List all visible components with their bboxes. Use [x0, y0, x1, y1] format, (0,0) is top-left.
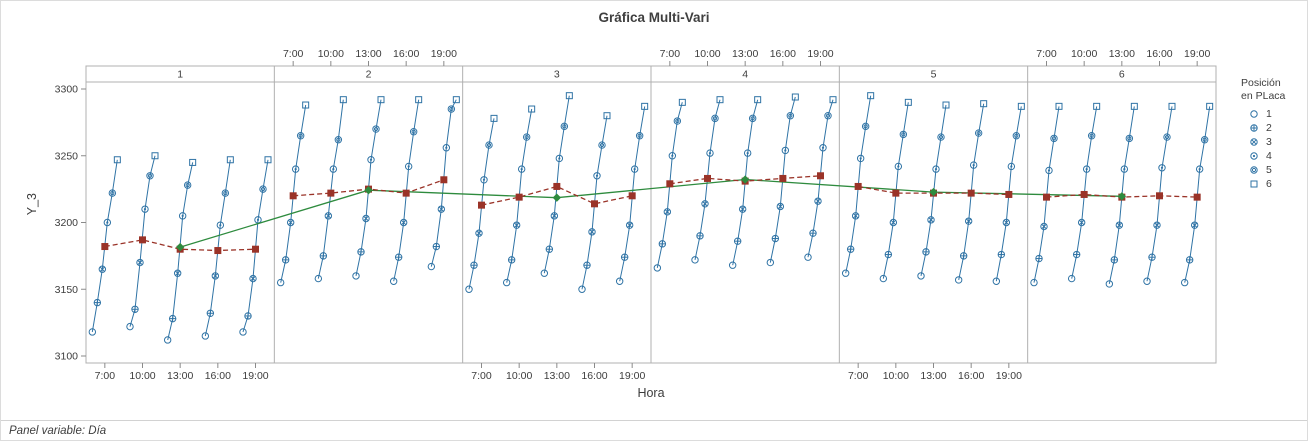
- svg-text:19:00: 19:00: [996, 370, 1022, 382]
- svg-text:19:00: 19:00: [1184, 48, 1210, 60]
- legend-item-2: 2: [1247, 121, 1285, 135]
- x-axis-title: Hora: [637, 386, 665, 400]
- svg-text:2: 2: [366, 69, 372, 81]
- legend: Posición en PLaca 1 2 3 4 5 6: [1241, 77, 1285, 191]
- panel-mean-markers: [175, 175, 1127, 252]
- y-axis-title: Y_3: [25, 193, 39, 216]
- panel-variable-note: Panel variable: Día: [9, 425, 107, 437]
- svg-text:3100: 3100: [55, 351, 79, 363]
- svg-text:16:00: 16:00: [393, 48, 419, 60]
- svg-text:10:00: 10:00: [1071, 48, 1097, 60]
- legend-marker-circle-cross-icon: [1250, 138, 1258, 146]
- svg-text:13:00: 13:00: [732, 48, 758, 60]
- legend-title: Posición en PLaca: [1241, 77, 1285, 103]
- svg-text:5: 5: [931, 69, 937, 81]
- svg-text:16:00: 16:00: [958, 370, 984, 382]
- svg-text:19:00: 19:00: [807, 48, 833, 60]
- legend-items: 1 2 3 4 5 6: [1241, 107, 1285, 191]
- svg-text:13:00: 13:00: [355, 48, 381, 60]
- legend-marker-circle-ring-icon: [1250, 166, 1258, 174]
- svg-text:1: 1: [177, 69, 183, 81]
- legend-marker-square-icon: [1250, 180, 1258, 188]
- svg-text:3: 3: [554, 69, 560, 81]
- svg-text:3250: 3250: [55, 150, 79, 162]
- legend-item-3: 3: [1247, 135, 1285, 149]
- legend-item-label: 4: [1266, 150, 1272, 162]
- legend-item-1: 1: [1247, 107, 1285, 121]
- svg-text:19:00: 19:00: [242, 370, 268, 382]
- svg-text:10:00: 10:00: [129, 370, 155, 382]
- svg-text:19:00: 19:00: [619, 370, 645, 382]
- svg-text:10:00: 10:00: [318, 48, 344, 60]
- svg-text:6: 6: [1119, 69, 1125, 81]
- svg-text:16:00: 16:00: [1146, 48, 1172, 60]
- svg-text:7:00: 7:00: [848, 370, 869, 382]
- plot-area: 3100 3150 3200 3250 3300 1 7:00 10:00 13:00 16:00…: [55, 48, 1217, 382]
- svg-text:16:00: 16:00: [581, 370, 607, 382]
- legend-item-label: 5: [1266, 164, 1272, 176]
- svg-text:4: 4: [742, 69, 748, 81]
- svg-text:13:00: 13:00: [167, 370, 193, 382]
- svg-text:7:00: 7:00: [660, 48, 681, 60]
- svg-text:13:00: 13:00: [1109, 48, 1135, 60]
- svg-text:19:00: 19:00: [431, 48, 457, 60]
- legend-marker-circle-dot-icon: [1250, 152, 1258, 160]
- svg-text:3300: 3300: [55, 84, 79, 96]
- legend-marker-circle-icon: [1250, 110, 1258, 118]
- legend-title-line2: en PLaca: [1241, 90, 1286, 102]
- svg-text:7:00: 7:00: [95, 370, 116, 382]
- svg-text:3150: 3150: [55, 284, 79, 296]
- svg-text:3200: 3200: [55, 217, 79, 229]
- svg-text:10:00: 10:00: [694, 48, 720, 60]
- svg-text:7:00: 7:00: [283, 48, 304, 60]
- svg-text:7:00: 7:00: [1036, 48, 1057, 60]
- legend-item-5: 5: [1247, 163, 1285, 177]
- footer-divider: [1, 420, 1307, 421]
- legend-item-6: 6: [1247, 177, 1285, 191]
- legend-title-line1: Posición: [1241, 77, 1281, 89]
- legend-item-label: 1: [1266, 108, 1272, 120]
- svg-text:16:00: 16:00: [205, 370, 231, 382]
- plot-frame: [85, 65, 1217, 364]
- legend-item-label: 3: [1266, 136, 1272, 148]
- svg-text:16:00: 16:00: [770, 48, 796, 60]
- svg-text:13:00: 13:00: [544, 370, 570, 382]
- svg-text:10:00: 10:00: [883, 370, 909, 382]
- legend-item-label: 6: [1266, 178, 1272, 190]
- svg-text:7:00: 7:00: [471, 370, 492, 382]
- legend-marker-circle-plus-icon: [1250, 124, 1258, 132]
- svg-text:10:00: 10:00: [506, 370, 532, 382]
- legend-item-4: 4: [1247, 149, 1285, 163]
- chart-title: Gráfica Multi-Vari: [598, 10, 710, 25]
- svg-text:13:00: 13:00: [920, 370, 946, 382]
- legend-item-label: 2: [1266, 122, 1272, 134]
- axes-ticks-and-labels: 3100 3150 3200 3250 3300 1 7:00 10:00 13:00 16:00…: [55, 48, 1211, 382]
